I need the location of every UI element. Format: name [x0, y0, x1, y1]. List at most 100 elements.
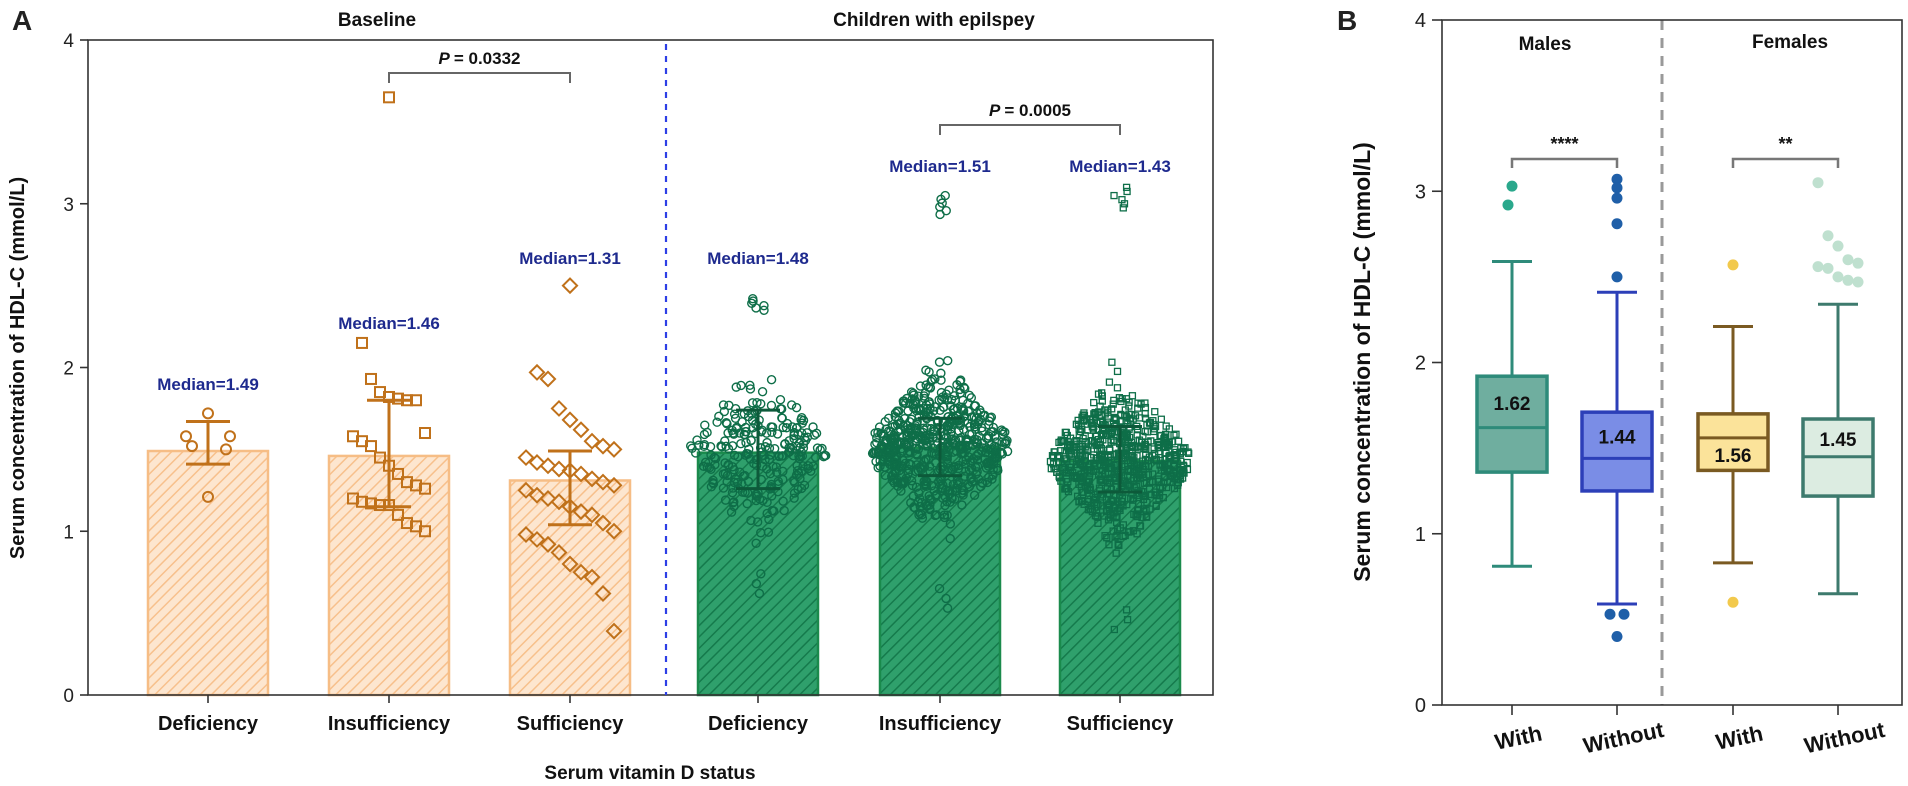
data-point: [1098, 397, 1106, 405]
data-point: [898, 396, 909, 406]
data-point: [871, 446, 882, 457]
data-point: [1090, 439, 1099, 447]
box-median-label: 1.45: [1820, 430, 1857, 451]
data-point: [561, 411, 579, 429]
comparison-p-symbol: P: [989, 101, 1001, 120]
data-point: [903, 468, 914, 478]
data-point: [721, 441, 731, 451]
y-tick-label: 0: [1415, 695, 1426, 717]
data-point: [1072, 440, 1080, 448]
data-point: [905, 447, 915, 458]
x-tick-label: With: [1493, 721, 1545, 755]
data-point: [906, 414, 917, 424]
outlier-point: [1842, 274, 1854, 286]
data-point: [1082, 482, 1090, 490]
data-point: [764, 514, 774, 525]
data-point: [1117, 412, 1125, 420]
outlier-point: [1611, 631, 1623, 642]
data-point: [1073, 492, 1082, 500]
comparison-p-value: = 0.0332: [454, 49, 521, 68]
panel-a-xlabel: Serum vitamin D status: [544, 763, 755, 784]
data-point: [897, 461, 907, 472]
data-point: [1104, 406, 1112, 414]
data-point: [937, 441, 947, 452]
data-point: [1077, 477, 1085, 485]
data-point: [939, 512, 950, 523]
data-point: [747, 398, 758, 408]
median-label: Median=1.51: [889, 157, 991, 176]
comparison-p-symbol: P: [439, 49, 451, 68]
data-point: [880, 447, 891, 457]
data-point: [1118, 395, 1126, 403]
data-point: [781, 423, 792, 433]
data-point: [769, 443, 780, 454]
outlier-point: [1502, 199, 1514, 211]
outlier-point: [1727, 596, 1739, 608]
data-point: [815, 445, 825, 455]
data-point: [746, 435, 756, 445]
data-point: [1108, 405, 1116, 413]
data-point: [898, 421, 909, 431]
data-point: [702, 427, 712, 438]
data-point: [1109, 501, 1118, 509]
data-point: [998, 426, 1008, 437]
data-point: [915, 381, 926, 391]
data-point: [949, 494, 960, 504]
data-point: [796, 483, 807, 494]
data-point: [1146, 478, 1154, 486]
x-tick-label: Sufficiency: [517, 713, 625, 735]
data-point: [1091, 432, 1100, 440]
data-point: [891, 454, 902, 465]
data-point: [751, 495, 761, 506]
y-tick-label: 2: [1415, 353, 1426, 375]
data-point: [1177, 457, 1185, 465]
box-median-label: 1.56: [1715, 446, 1752, 467]
data-point: [419, 525, 431, 538]
data-point: [1110, 191, 1118, 200]
data-point: [1131, 412, 1140, 420]
data-point: [766, 400, 777, 411]
data-point: [797, 451, 808, 461]
data-point: [583, 568, 601, 586]
data-point: [365, 372, 377, 385]
data-point: [945, 533, 955, 544]
data-point: [1001, 438, 1011, 449]
data-point: [757, 386, 768, 397]
data-point: [1072, 472, 1080, 481]
panel-b: B 0 1 2 3 4 1.62 1.44 1.56 1.45 With Without With…: [1337, 5, 1903, 758]
y-tick-label: 1: [63, 522, 74, 543]
comparison-bracket: [939, 124, 1121, 135]
data-point: [914, 488, 924, 498]
outlier-point: [1604, 608, 1616, 620]
data-point: [1133, 431, 1141, 439]
data-point: [1096, 476, 1104, 484]
panel-a-label: A: [12, 5, 32, 36]
outlier-point: [1842, 254, 1854, 266]
x-tick-label: Insufficiency: [879, 713, 1002, 735]
data-point: [928, 406, 939, 416]
data-point: [356, 336, 368, 349]
data-point: [1138, 457, 1147, 465]
data-point: [947, 464, 957, 475]
data-point: [1091, 493, 1100, 502]
data-point: [745, 384, 756, 394]
data-point: [927, 447, 937, 458]
data-point: [911, 443, 922, 453]
data-point: [605, 622, 623, 640]
data-point: [986, 427, 996, 437]
data-point: [942, 603, 953, 613]
data-point: [872, 433, 882, 443]
data-point: [712, 417, 722, 427]
data-point: [1161, 472, 1169, 480]
data-point: [1136, 522, 1144, 530]
data-point: [745, 454, 755, 464]
data-point: [1053, 451, 1062, 460]
data-point: [1130, 454, 1138, 462]
x-tick-label: Sufficiency: [1067, 713, 1175, 735]
comparison-pvalue: P = 0.0005: [989, 101, 1071, 120]
data-point: [1105, 378, 1114, 386]
data-point: [799, 480, 810, 491]
data-point: [916, 497, 927, 508]
data-point: [907, 394, 918, 404]
data-point: [1067, 448, 1075, 456]
